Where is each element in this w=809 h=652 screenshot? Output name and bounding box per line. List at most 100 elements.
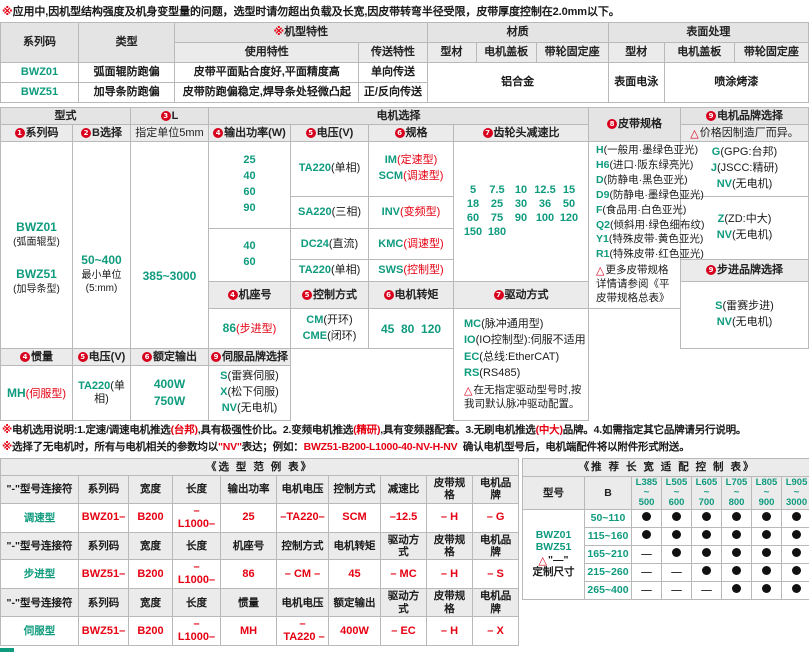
filled-dot-icon — [792, 530, 801, 539]
example-value: – CM – — [277, 560, 329, 589]
brand-code: S — [220, 370, 227, 382]
series-code-bwz51: BWZ51 — [3, 267, 70, 283]
rec-model-bwz01: BWZ01 — [525, 530, 582, 542]
circled-number-3: 3 — [161, 111, 171, 121]
brand-desc: (无电机) — [732, 178, 772, 190]
brand-code: NV — [717, 316, 732, 328]
belt-spec-note: △更多皮带规格详情请参阅《平皮带规格总表》 — [591, 262, 678, 307]
torque-value: 80 — [401, 322, 414, 336]
rec-cell — [662, 509, 692, 527]
asterisk-icon: ※ — [273, 26, 284, 38]
rec-cell: — — [632, 581, 662, 599]
cell-type: 加导条防跑偏 — [79, 83, 175, 103]
cell-gear-ratios: 5 7.5 10 12.5 15 18 25 30 36 50 60 75 90… — [454, 142, 589, 282]
brand-desc: (GPG:台邦) — [720, 146, 777, 158]
example-header-row: "-"型号连接符 系列码 宽度 长度 输出功率 电机电压 控制方式 减速比 皮带… — [1, 475, 519, 503]
spec-code: SCM — [379, 170, 403, 182]
brand-desc: (无电机) — [732, 316, 772, 328]
frame-no-desc: (步进型) — [236, 323, 276, 335]
example-value-row: 步进型 BWZ51– B200 –L1000– 86 – CM – 45 – M… — [1, 560, 519, 589]
rec-b-range: 265~400 — [585, 581, 632, 599]
rec-cell — [692, 545, 722, 563]
power-value: 60 — [211, 255, 288, 271]
power-value: 25 — [211, 153, 288, 169]
spec-code: IM — [385, 154, 397, 166]
series-sub-bwz01: (弧面辊型) — [3, 236, 70, 249]
brand-desc: (雷赛步进) — [723, 300, 774, 312]
voltage-desc: (单相) — [331, 162, 360, 174]
ratio-value: 50 — [558, 198, 580, 211]
feature-material-table: 系列码 类型 ※机型特性 材质 表面处理 使用特性 传送特性 型材 电机盖板 带… — [0, 22, 809, 103]
belt-desc: (进口·阪东绿亮光) — [609, 159, 693, 171]
circled-number-6: 6 — [142, 352, 152, 362]
header-pulley-mount-2: 带轮固定座 — [734, 43, 808, 63]
cell-use-feature: 皮带防跑偏稳定,焊导条处轻微凸起 — [175, 83, 359, 103]
spec-code: KMC — [378, 238, 403, 250]
cell-transfer-feature: 单向传送 — [359, 63, 427, 83]
rec-cell — [632, 527, 662, 545]
filled-dot-icon — [672, 530, 681, 539]
filled-dot-icon — [702, 512, 711, 521]
ratio-value: 12.5 — [534, 184, 556, 197]
top-warning-note: ※应用中,因机型结构强度及机身变型量的问题，选型时请勿超出负载及长宽,因皮带转弯… — [0, 0, 809, 22]
bottom-accent-strip — [0, 648, 14, 652]
example-value: – TA220 – — [277, 617, 329, 646]
col-header-length-unit: 指定单位5mm — [131, 125, 209, 142]
control-desc: (闭环) — [327, 330, 356, 342]
connector-label: "-"型号连接符 — [1, 532, 79, 560]
b-range-note-1: 最小单位 — [75, 269, 128, 282]
filled-dot-icon — [702, 566, 711, 575]
belt-desc: (一般用·墨绿色亚光) — [604, 144, 699, 156]
motor-selection-note-1: ※电机选用说明:1.定速/调速电机推选(台邦),具有极强性价比。2.变频电机推选… — [0, 421, 809, 438]
asterisk-icon: ※ — [2, 441, 12, 453]
header-material: 材质 — [427, 23, 608, 43]
example-col-header: 皮带规格 — [427, 589, 473, 617]
rec-cell — [722, 509, 752, 527]
cell-torque-values: 45 80 120 — [369, 309, 454, 349]
brand-desc: (无电机) — [237, 402, 277, 414]
belt-desc: (防静电·黑色亚光) — [604, 174, 688, 186]
cell-series-code: BWZ01 — [1, 63, 79, 83]
power-value: 60 — [211, 185, 288, 201]
spec-code: INV — [382, 206, 400, 218]
cell-transfer-feature: 正/反向传送 — [359, 83, 427, 103]
asterisk-icon: ※ — [2, 424, 12, 436]
filled-dot-icon — [762, 530, 771, 539]
ratio-value: 180 — [486, 226, 508, 239]
series-sub-bwz51: (加导条型) — [3, 283, 70, 296]
power-value: 40 — [211, 239, 288, 255]
example-header-row: "-"型号连接符 系列码 宽度 长度 惯量 电机电压 额定输出 驱动方式 皮带规… — [1, 589, 519, 617]
control-code: CME — [303, 330, 327, 342]
rec-cell — [662, 527, 692, 545]
cell-servo-brands: S(雷赛伺服) X(松下伺服) NV(无电机) — [209, 366, 291, 421]
motor-selection-note-2: ※选择了无电机时，所有与电机相关的参数均以"NV"表达；例如：BWZ51-B20… — [0, 438, 809, 455]
cell-surface-profile: 表面电泳 — [608, 63, 664, 103]
brand-desc: (JSCC:精研) — [717, 162, 778, 174]
header-motor-cover: 电机盖板 — [476, 43, 536, 63]
example-value: – EC — [381, 617, 427, 646]
cell-power-block-2: 40 60 — [209, 228, 291, 282]
cell-voltage-sa220: SA220(三相) — [291, 196, 369, 228]
rec-b-range: 215~260 — [585, 563, 632, 581]
ratio-value: 75 — [486, 212, 508, 225]
filled-dot-icon — [642, 530, 651, 539]
belt-desc: (特殊皮带·黄色亚光) — [609, 233, 704, 245]
example-value: BWZ51– — [79, 617, 129, 646]
brand-desc: (松下伺服) — [228, 386, 279, 398]
voltage-code: TA220 — [299, 264, 331, 276]
torque-value: 45 — [381, 322, 394, 336]
rec-cell — [722, 581, 752, 599]
group-header-motor-select: 电机选择 — [209, 108, 589, 125]
cell-drive-methods: MC(脉冲通用型) IO(IO控制型):伺服不适用 EC(总线:EtherCAT… — [454, 309, 589, 421]
belt-code: Q2 — [596, 219, 610, 231]
example-kind: 步进型 — [1, 560, 79, 589]
filled-dot-icon — [642, 512, 651, 521]
cell-series-codes: BWZ01 (弧面辊型) BWZ51 (加导条型) — [1, 142, 73, 349]
